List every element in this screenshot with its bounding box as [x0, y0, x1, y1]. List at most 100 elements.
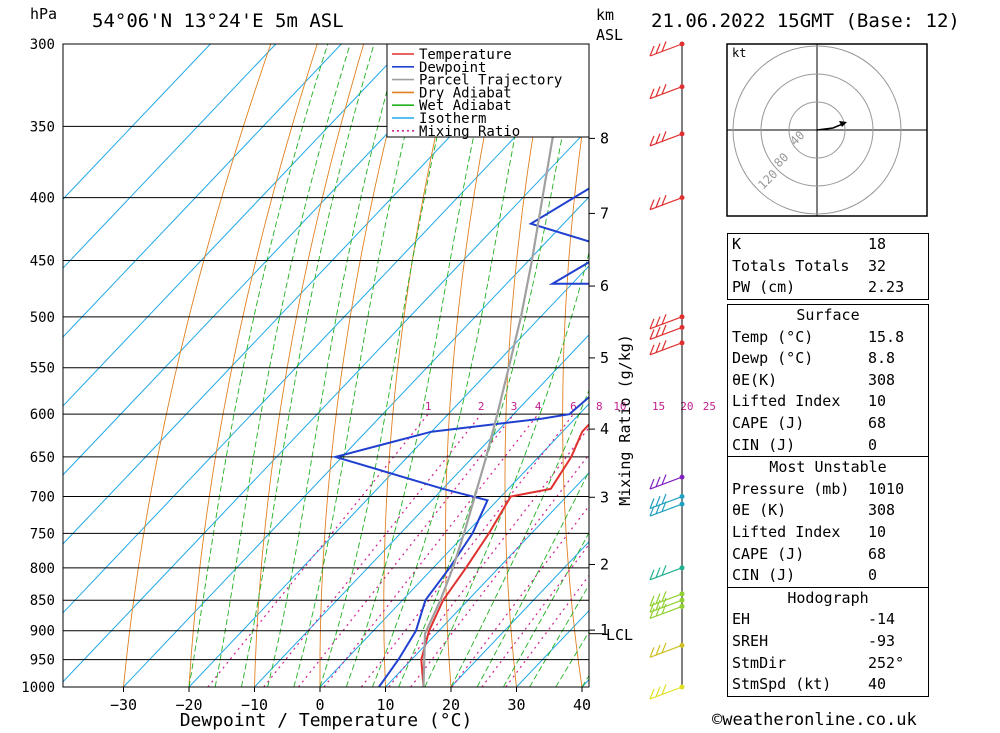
height-tick-label: 2	[600, 555, 609, 573]
legend-entry: Isotherm	[419, 111, 486, 127]
temperature-tick-label: 40	[573, 696, 591, 714]
barb-flag	[655, 326, 661, 338]
isotherm-line	[254, 334, 589, 687]
wet-adiabat-line	[188, 44, 329, 687]
barb-flag	[661, 597, 667, 608]
mixing-ratio-labels: 1 2 3 4 6 8 10 15 20 25	[425, 400, 716, 413]
barb-staff	[649, 197, 683, 211]
barb-flag	[655, 593, 661, 604]
barb-staff	[649, 605, 683, 620]
height-tick-label: 6	[600, 277, 609, 295]
mixing-ratio-line	[481, 543, 589, 687]
pressure-tick-label: 550	[30, 361, 55, 377]
wind-barb	[649, 474, 685, 490]
stat-row: Totals Totals 32	[732, 256, 887, 275]
barb-flag	[649, 688, 655, 700]
wind-barb	[649, 324, 685, 340]
legend-entry: Parcel Trajectory	[419, 73, 562, 89]
barb-staff	[649, 342, 683, 356]
pressure-tick-label: 650	[30, 450, 55, 466]
barb-flag	[655, 599, 661, 611]
stat-row: StmDir 252°	[732, 653, 905, 672]
barb-staff	[649, 316, 683, 330]
height-tick-label: 3	[600, 488, 609, 506]
wind-barb	[649, 84, 685, 100]
temperature-tick-label: 20	[442, 696, 460, 714]
mixing-ratio-label: 6	[570, 400, 577, 413]
isotherm-line	[63, 44, 539, 545]
mixing-ratio-label: 25	[703, 400, 716, 413]
height-tick-label: 7	[600, 204, 609, 222]
series-temperature	[420, 423, 589, 687]
pressure-tick-label: 450	[30, 254, 55, 270]
surface-title: Surface	[796, 306, 860, 324]
mixing-ratio-label: 4	[535, 400, 542, 413]
mixing-ratio-line	[388, 426, 589, 687]
stat-row: K 18	[732, 235, 887, 253]
mixing-ratio-axis-label: Mixing Ratio (g/kg)	[616, 334, 634, 506]
wind-barb	[649, 684, 685, 700]
wind-barb	[649, 131, 685, 147]
credit-link[interactable]: ©weatheronline.co.uk	[712, 710, 917, 730]
mixing-ratio-label: 15	[652, 400, 665, 413]
legend-entry: Wet Adiabat	[419, 98, 512, 114]
pressure-axis: 300 350 400 450 500 550 600 650 700 750 800 850 900 9…	[21, 37, 55, 696]
isotherm-line	[63, 44, 408, 407]
isotherm-line	[385, 472, 589, 687]
isotherm-line	[450, 541, 589, 687]
wind-barb	[649, 591, 685, 607]
wind-barb	[649, 41, 685, 57]
barb-flag	[661, 314, 667, 325]
stat-row: CIN (J) 0	[732, 566, 878, 585]
pressure-tick-label: 1000	[21, 680, 55, 696]
barb-flag	[649, 344, 655, 356]
barb-flag	[655, 476, 661, 488]
wet-adiabat-line	[529, 584, 589, 687]
barb-flag	[655, 503, 661, 515]
barb-staff	[649, 686, 683, 700]
barb-staff	[649, 593, 683, 607]
hodograph-ring	[788, 101, 846, 159]
barb-flag	[655, 197, 661, 208]
datetime-title: 21.06.2022 15GMT (Base: 12)	[651, 10, 960, 32]
height-tick-label: 1	[600, 621, 609, 639]
wind-barb	[649, 597, 685, 613]
barb-staff	[649, 599, 683, 613]
wind-barb	[649, 493, 685, 510]
pressure-tick-label: 400	[30, 191, 55, 207]
barb-flag	[661, 84, 667, 95]
mixing-ratio-label: 1	[425, 400, 432, 413]
barb-flag	[655, 316, 661, 327]
stats-surface-table: Surface Temp (°C) 15.8 Dewp (°C) 8.8 θE(K)…	[727, 304, 929, 697]
wet-adiabat-line	[476, 470, 589, 687]
pressure-unit: hPa	[30, 5, 57, 23]
height-unit-km: km	[596, 6, 614, 24]
barb-flag	[661, 603, 667, 615]
isotherm-line	[63, 44, 342, 338]
stat-row: θE(K) 308	[732, 370, 896, 389]
stat-row: CIN (J) 0	[732, 435, 878, 454]
mixing-ratio-line	[360, 413, 574, 687]
barb-flag	[649, 498, 655, 509]
barb-flag	[649, 608, 655, 619]
stat-row: Lifted Index 10	[732, 392, 887, 411]
barb-flag	[661, 194, 667, 206]
wet-adiabat-line	[240, 44, 375, 687]
wind-barb	[649, 340, 685, 356]
isotherm-line	[63, 44, 277, 269]
mixing-ratio-label: 20	[680, 400, 693, 413]
isotherm-line	[319, 403, 589, 687]
barb-flag	[661, 324, 667, 336]
barb-flag	[655, 644, 661, 656]
barb-flag	[649, 329, 655, 340]
wind-barb	[649, 603, 685, 620]
mixing-ratio-label: 2	[478, 400, 485, 413]
height-tick-label: 8	[600, 129, 609, 147]
pressure-tick-label: 600	[30, 407, 55, 423]
barb-flag	[649, 135, 655, 147]
barb-flag	[661, 684, 667, 695]
barb-staff	[649, 476, 683, 490]
barb-flag	[655, 496, 661, 507]
stat-row: Lifted Index 10	[732, 522, 887, 541]
